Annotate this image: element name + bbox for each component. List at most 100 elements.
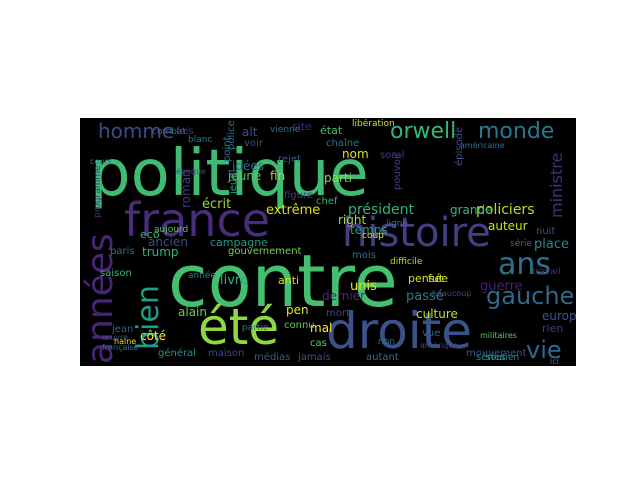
word-politique: politique (90, 137, 369, 211)
word-jamais: jamais (297, 352, 331, 363)
word-aujourd: aujourd (154, 225, 188, 235)
word-histoire: histoire (342, 210, 491, 256)
word-connu: connu (284, 320, 315, 331)
word-cas: cas (310, 338, 327, 349)
word-ans: ans (498, 247, 551, 282)
word-medias: médias (254, 351, 290, 363)
word-place: place (534, 237, 569, 252)
word-francaise: française (102, 343, 139, 352)
word-temps: temps (350, 223, 388, 237)
word-trump: trump (142, 245, 179, 259)
word-serie: série (510, 238, 532, 249)
word-ici: ici (550, 357, 559, 366)
word-mouvement: mouvement (466, 348, 526, 359)
word-militaires: militaires (480, 331, 517, 340)
word-rien: rien (542, 322, 563, 335)
word-beaucoup: beaucoup (432, 289, 471, 298)
word-combat: combat (152, 127, 186, 137)
word-soutien: soutien (486, 353, 519, 363)
word-autant: autant (366, 352, 399, 363)
word-mort: mort (326, 308, 350, 319)
word-mal: mal (310, 321, 332, 335)
word-americaine: américaine (460, 140, 505, 150)
word-coup: coup (362, 231, 384, 241)
word-nom: nom (342, 147, 369, 161)
word-fut: fut (428, 272, 444, 285)
word-difficile: difficile (390, 257, 423, 267)
word-homme: homme (98, 119, 174, 143)
word-cote: côté (140, 329, 166, 343)
word-pen: pen (286, 303, 309, 317)
word-gouvernement: gouvernement (228, 246, 302, 257)
word-alain: alain (178, 305, 207, 319)
word-pouvoir: pouvoir (392, 151, 403, 190)
word-fin: fin (270, 169, 285, 183)
word-policiers: policiers (476, 202, 534, 218)
word-gauche: gauche (486, 282, 574, 310)
word-alt: alt (242, 125, 258, 139)
word-chaine: chaîne (326, 137, 359, 149)
word-jeudi: jeudi (228, 170, 239, 195)
word-vue: vue (422, 328, 440, 339)
word-liberation: libération (352, 118, 395, 129)
word-right: right (338, 213, 366, 227)
word-maison: maison (208, 348, 244, 359)
word-extreme: extrême (266, 203, 320, 218)
word-president: président (348, 202, 415, 218)
word-campagne: campagne (210, 236, 268, 249)
word-jeune: jeune (227, 169, 261, 183)
word-travail: travail (532, 267, 561, 277)
word-guerre: guerre (480, 279, 523, 294)
word-eco: eco (140, 228, 160, 241)
word-figure: figure (284, 190, 313, 201)
word-epoque: époque (176, 166, 206, 176)
word-site: site (292, 120, 312, 133)
word-monde: monde (478, 119, 554, 144)
word-vienne: vienne (270, 125, 301, 135)
word-contre: contre (168, 239, 398, 323)
word-saison: saison (100, 268, 132, 279)
word-droite: droite (326, 302, 472, 360)
word-amerique: amérique (420, 340, 458, 350)
word-annee: année (188, 270, 216, 281)
word-nuit: nuit (536, 226, 555, 237)
word-unis: unis (350, 279, 377, 294)
word-culture: culture (416, 307, 458, 321)
word-partie: partie (242, 323, 269, 333)
word-episode: épisode (453, 127, 465, 166)
word-auteur: auteur (488, 219, 528, 233)
word-livre: livre (220, 273, 248, 288)
word-soral: soral (380, 150, 404, 161)
word-ligne: ligne (386, 219, 408, 229)
word-voir: voir (244, 138, 264, 149)
word-series: séries (476, 351, 506, 363)
word-anti: anti (278, 274, 299, 287)
word-chef: chef (316, 196, 338, 207)
word-annees: années (80, 233, 121, 364)
word-parti: parti (324, 171, 352, 185)
word-bien: bien (131, 285, 166, 350)
word-grande: grande (450, 203, 493, 217)
word-ecrit: écrit (202, 197, 231, 212)
word-mois: mois (352, 250, 376, 261)
word-pensee: pensée (408, 272, 448, 285)
word-europe: europe (542, 309, 576, 323)
word-paris: paris (110, 246, 135, 257)
word-ete: été (198, 298, 279, 356)
word-passe: passé (406, 289, 444, 304)
word-fois: fois (176, 126, 194, 137)
word-police: police (226, 120, 237, 150)
word-roman: roman (179, 169, 193, 208)
word-point: point (222, 136, 233, 162)
word-oeuvre: œuvre (102, 333, 128, 342)
word-ancien: ancien (148, 235, 188, 249)
word-rejet: rejet (278, 154, 301, 165)
word-haine: haine (114, 337, 136, 346)
word-cloud-panel: politique contre france histoire droite été an… (80, 118, 576, 366)
word-etat: état (320, 124, 343, 137)
word-ministre: ministre (547, 153, 566, 218)
word-non: non (378, 337, 395, 347)
word-jean: jean (111, 324, 133, 335)
word-france: france (124, 193, 270, 247)
